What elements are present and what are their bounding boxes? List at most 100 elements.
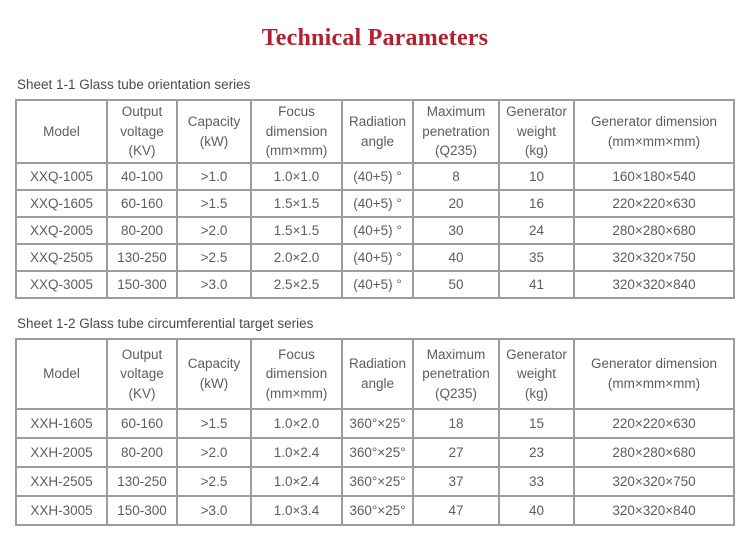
table-cell: >2.0: [176, 216, 252, 245]
table-cell: 280×280×680: [573, 216, 735, 245]
table-cell: 50: [412, 270, 500, 299]
column-header: Radiation angle: [341, 99, 414, 164]
table-cell: 360°×25°: [341, 437, 414, 468]
table-cell: XXQ-1005: [15, 162, 108, 191]
table-cell: 33: [498, 466, 575, 497]
table-cell: 1.0×2.4: [250, 437, 343, 468]
table-cell: 360°×25°: [341, 408, 414, 439]
table-cell: 40: [412, 243, 500, 272]
sheet-1-2-section: Sheet 1-2 Glass tube circumferential tar…: [15, 316, 735, 526]
circumferential-target-series-table: Model Output voltage (KV) Capacity (kW) Foc…: [15, 338, 735, 526]
table-cell: 15: [498, 408, 575, 439]
table-row: XXQ-2505 130-250 >2.5 2.0×2.0 (40+5) ° 40 35 32…: [15, 243, 735, 272]
table-cell: 41: [498, 270, 575, 299]
table-cell: >2.5: [176, 466, 252, 497]
table-row: XXH-3005 150-300 >3.0 1.0×3.4 360°×25° 47 40 32…: [15, 495, 735, 526]
table-cell: 80-200: [106, 437, 178, 468]
table-cell: XXH-2005: [15, 437, 108, 468]
table-cell: 1.0×2.0: [250, 408, 343, 439]
table-cell: XXH-3005: [15, 495, 108, 526]
table-cell: 8: [412, 162, 500, 191]
table-cell: 47: [412, 495, 500, 526]
table-cell: 160×180×540: [573, 162, 735, 191]
technical-parameters-page: Technical Parameters Sheet 1-1 Glass tub…: [0, 25, 750, 526]
table-cell: 60-160: [106, 408, 178, 439]
table-cell: 130-250: [106, 243, 178, 272]
table-cell: >1.5: [176, 408, 252, 439]
table-cell: 130-250: [106, 466, 178, 497]
table-cell: (40+5) °: [341, 189, 414, 218]
column-header: Maximum penetration (Q235): [412, 99, 500, 164]
column-header: Generator dimension (mm×mm×mm): [573, 99, 735, 164]
column-header: Radiation angle: [341, 338, 414, 410]
table-cell: 2.0×2.0: [250, 243, 343, 272]
table-row: XXQ-3005 150-300 >3.0 2.5×2.5 (40+5) ° 50 41 32…: [15, 270, 735, 299]
table-cell: 24: [498, 216, 575, 245]
table-cell: 150-300: [106, 270, 178, 299]
table-cell: 220×220×630: [573, 408, 735, 439]
table-cell: XXQ-3005: [15, 270, 108, 299]
table-cell: >2.0: [176, 437, 252, 468]
column-header: Focus dimension (mm×mm): [250, 338, 343, 410]
table-caption-sheet-1-2: Sheet 1-2 Glass tube circumferential tar…: [17, 316, 314, 331]
table-cell: 220×220×630: [573, 189, 735, 218]
table-cell: 16: [498, 189, 575, 218]
column-header: Generator weight (kg): [498, 99, 575, 164]
table-row: XXQ-1005 40-100 >1.0 1.0×1.0 (40+5) ° 8 10 160×…: [15, 162, 735, 191]
table-cell: 320×320×750: [573, 243, 735, 272]
column-header: Capacity (kW): [176, 338, 252, 410]
table-cell: 360°×25°: [341, 466, 414, 497]
column-header: Generator weight (kg): [498, 338, 575, 410]
table-cell: XXQ-2005: [15, 216, 108, 245]
table-cell: 20: [412, 189, 500, 218]
table-cell: 80-200: [106, 216, 178, 245]
column-header: Maximum penetration (Q235): [412, 338, 500, 410]
table-cell: XXQ-2505: [15, 243, 108, 272]
table-row: XXQ-2005 80-200 >2.0 1.5×1.5 (40+5) ° 30 24 280…: [15, 216, 735, 245]
table-cell: (40+5) °: [341, 270, 414, 299]
page-title: Technical Parameters: [261, 25, 489, 51]
orientation-series-table: Model Output voltage (KV) Capacity (kW) Foc…: [15, 99, 735, 299]
column-header: Output voltage (KV): [106, 99, 178, 164]
table-cell: 150-300: [106, 495, 178, 526]
table-row: XXH-2005 80-200 >2.0 1.0×2.4 360°×25° 27 23 280…: [15, 437, 735, 468]
table-cell: 30: [412, 216, 500, 245]
column-header: Output voltage (KV): [106, 338, 178, 410]
table-cell: 1.0×3.4: [250, 495, 343, 526]
table-cell: >3.0: [176, 495, 252, 526]
table-caption-sheet-1-1: Sheet 1-1 Glass tube orientation series: [17, 77, 251, 92]
table-cell: XXH-1605: [15, 408, 108, 439]
table-cell: 1.0×1.0: [250, 162, 343, 191]
column-header: Capacity (kW): [176, 99, 252, 164]
table-cell: 280×280×680: [573, 437, 735, 468]
header-row: Model Output voltage (KV) Capacity (kW) Foc…: [15, 338, 735, 410]
table-cell: >2.5: [176, 243, 252, 272]
table-cell: 320×320×750: [573, 466, 735, 497]
table-cell: 60-160: [106, 189, 178, 218]
table-cell: >1.5: [176, 189, 252, 218]
table-cell: 360°×25°: [341, 495, 414, 526]
page-content: Sheet 1-1 Glass tube orientation series …: [0, 77, 750, 526]
table-cell: >3.0: [176, 270, 252, 299]
table-cell: (40+5) °: [341, 162, 414, 191]
table-cell: >1.0: [176, 162, 252, 191]
table-row: XXQ-1605 60-160 >1.5 1.5×1.5 (40+5) ° 20 16 220…: [15, 189, 735, 218]
column-header: Focus dimension (mm×mm): [250, 99, 343, 164]
table-cell: 320×320×840: [573, 495, 735, 526]
table-cell: 40-100: [106, 162, 178, 191]
header-row: Model Output voltage (KV) Capacity (kW) Foc…: [15, 99, 735, 164]
table-cell: 320×320×840: [573, 270, 735, 299]
table-cell: (40+5) °: [341, 243, 414, 272]
table-row: XXH-1605 60-160 >1.5 1.0×2.0 360°×25° 18 15 220…: [15, 408, 735, 439]
table-cell: 1.5×1.5: [250, 216, 343, 245]
column-header: Model: [15, 338, 108, 410]
column-header: Model: [15, 99, 108, 164]
table-cell: 1.0×2.4: [250, 466, 343, 497]
table-cell: 40: [498, 495, 575, 526]
table-cell: 10: [498, 162, 575, 191]
table-cell: 27: [412, 437, 500, 468]
column-header: Generator dimension (mm×mm×mm): [573, 338, 735, 410]
table-cell: 2.5×2.5: [250, 270, 343, 299]
sheet-1-1-section: Sheet 1-1 Glass tube orientation series …: [15, 77, 735, 299]
table-row: XXH-2505 130-250 >2.5 1.0×2.4 360°×25° 37 33 32…: [15, 466, 735, 497]
